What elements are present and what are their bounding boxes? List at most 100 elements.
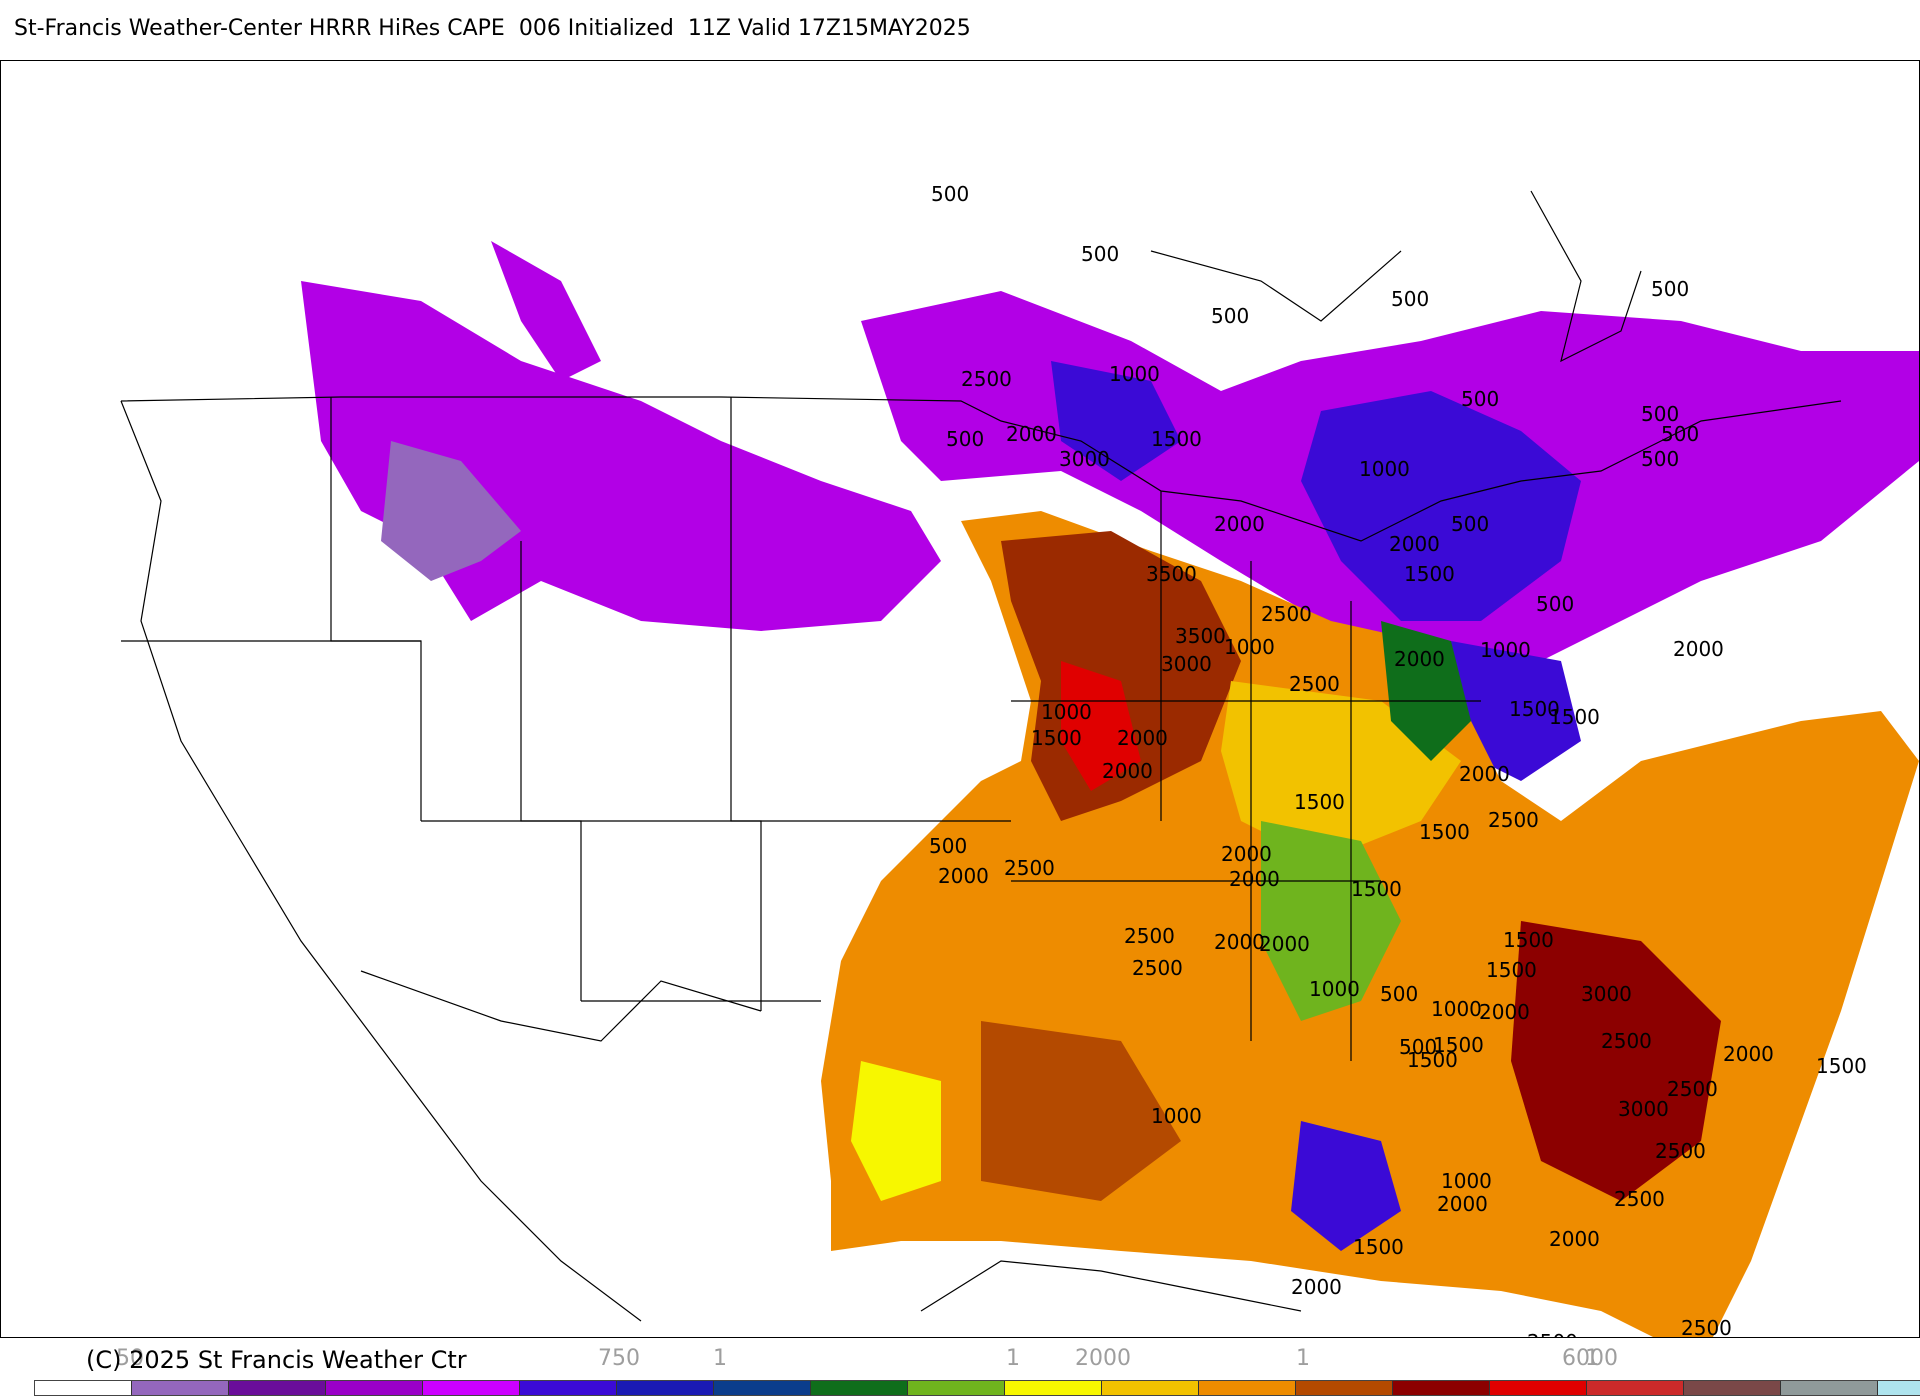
contour-label: 2500 <box>1527 1330 1578 1337</box>
legend-tick-label: 1 <box>1585 1346 1599 1371</box>
contour-label: 2500 <box>1681 1316 1732 1337</box>
contour-label: 500 <box>1399 1035 1437 1059</box>
contour-label: 2500 <box>1261 602 1312 626</box>
contour-label: 500 <box>1081 242 1119 266</box>
contour-label: 1500 <box>1404 562 1455 586</box>
contour-label: 1500 <box>1549 705 1600 729</box>
color-bin <box>1296 1381 1393 1395</box>
contour-label: 500 <box>946 427 984 451</box>
color-bin <box>1781 1381 1878 1395</box>
contour-label: 1500 <box>1151 427 1202 451</box>
cape-map: 500 500 500 500 500 2500 500 2000 3000 1000 1500 50… <box>0 60 1920 1338</box>
contour-label: 2000 <box>1214 930 1265 954</box>
contour-label: 1500 <box>1509 697 1560 721</box>
contour-label: 1500 <box>1419 820 1470 844</box>
contour-label: 2000 <box>1291 1275 1342 1299</box>
contour-label: 2500 <box>1488 808 1539 832</box>
contour-label: 3000 <box>1059 447 1110 471</box>
cape-shading-south <box>821 511 1919 1337</box>
color-bin <box>908 1381 1005 1395</box>
contour-label: 3500 <box>1175 624 1226 648</box>
color-bin <box>423 1381 520 1395</box>
contour-label: 1000 <box>1480 638 1531 662</box>
color-bin <box>1005 1381 1102 1395</box>
contour-label: 500 <box>1641 402 1679 426</box>
contour-label: 500 <box>1211 304 1249 328</box>
contour-label: 2000 <box>1437 1192 1488 1216</box>
contour-label: 2000 <box>1006 422 1057 446</box>
color-bin <box>617 1381 714 1395</box>
contour-label: 2500 <box>1667 1077 1718 1101</box>
contour-label: 2000 <box>1389 532 1440 556</box>
contour-label: 2000 <box>1394 647 1445 671</box>
contour-label: 2000 <box>1459 762 1510 786</box>
contour-label: 1500 <box>1353 1235 1404 1259</box>
contour-label: 500 <box>1536 592 1574 616</box>
contour-label: 2000 <box>1259 932 1310 956</box>
contour-label: 1000 <box>1109 362 1160 386</box>
contour-label: 2500 <box>1655 1139 1706 1163</box>
contour-label: 1500 <box>1407 1048 1458 1072</box>
legend-tick-label: 2000 <box>1075 1346 1131 1371</box>
contour-label: 500 <box>1641 447 1679 471</box>
contour-label: 2000 <box>1549 1227 1600 1251</box>
color-bin <box>520 1381 617 1395</box>
contour-label: 2000 <box>1214 512 1265 536</box>
color-bin <box>132 1381 229 1395</box>
contour-label: 1500 <box>1433 1033 1484 1057</box>
cape-shading-north <box>301 241 1919 781</box>
legend-tick-label: 1 <box>713 1346 727 1371</box>
contour-label: 3000 <box>1161 652 1212 676</box>
contour-label: 2000 <box>1229 867 1280 891</box>
contour-label: 500 <box>1451 512 1489 536</box>
contour-label: 500 <box>1661 422 1699 446</box>
color-bin <box>1878 1381 1920 1395</box>
contour-label: 2500 <box>1132 956 1183 980</box>
contour-label: 2500 <box>1004 856 1055 880</box>
legend-tick-label: 50 <box>116 1346 144 1371</box>
contour-label: 2500 <box>1601 1029 1652 1053</box>
color-bin <box>35 1381 132 1395</box>
legend-tick-label: 1 <box>1006 1346 1020 1371</box>
color-bin <box>1684 1381 1781 1395</box>
contour-label: 3500 <box>1146 562 1197 586</box>
map-title: St-Francis Weather-Center HRRR HiRes CAP… <box>14 16 971 41</box>
color-bin <box>229 1381 326 1395</box>
legend-tick-label: 750 <box>598 1346 640 1371</box>
contour-label: 3000 <box>1618 1097 1669 1121</box>
contour-label: 2000 <box>1673 637 1724 661</box>
contour-label: 2500 <box>1614 1187 1665 1211</box>
color-bin <box>811 1381 908 1395</box>
contour-label: 1500 <box>1486 958 1537 982</box>
contour-label: 1000 <box>1359 457 1410 481</box>
contour-label: 1000 <box>1309 977 1360 1001</box>
color-bin <box>1199 1381 1296 1395</box>
contour-label: 500 <box>1380 982 1418 1006</box>
contour-label: 500 <box>1461 387 1499 411</box>
contour-label: 2500 <box>1124 924 1175 948</box>
legend-tick-label: 6000 <box>1562 1346 1618 1371</box>
color-bin <box>1490 1381 1587 1395</box>
contour-label: 1000 <box>1041 700 1092 724</box>
contour-label: 1000 <box>1431 997 1482 1021</box>
contour-label: 2000 <box>1117 726 1168 750</box>
contour-label: 1000 <box>1441 1169 1492 1193</box>
contour-label: 1500 <box>1031 726 1082 750</box>
copyright: (C) 2025 St Francis Weather Ctr <box>86 1346 467 1374</box>
contour-label: 500 <box>1391 287 1429 311</box>
contour-label: 2500 <box>961 367 1012 391</box>
color-bin <box>1393 1381 1490 1395</box>
contour-label: 2500 <box>1289 672 1340 696</box>
color-bin <box>714 1381 811 1395</box>
color-bin <box>1587 1381 1684 1395</box>
contour-label: 1500 <box>1816 1054 1867 1078</box>
color-bin <box>1102 1381 1199 1395</box>
contour-label: 1500 <box>1503 928 1554 952</box>
contour-label: 1500 <box>1351 877 1402 901</box>
map-outlines <box>120 190 1842 1322</box>
contour-label: 2000 <box>1221 842 1272 866</box>
contour-label: 500 <box>931 182 969 206</box>
contour-label: 1000 <box>1224 635 1275 659</box>
